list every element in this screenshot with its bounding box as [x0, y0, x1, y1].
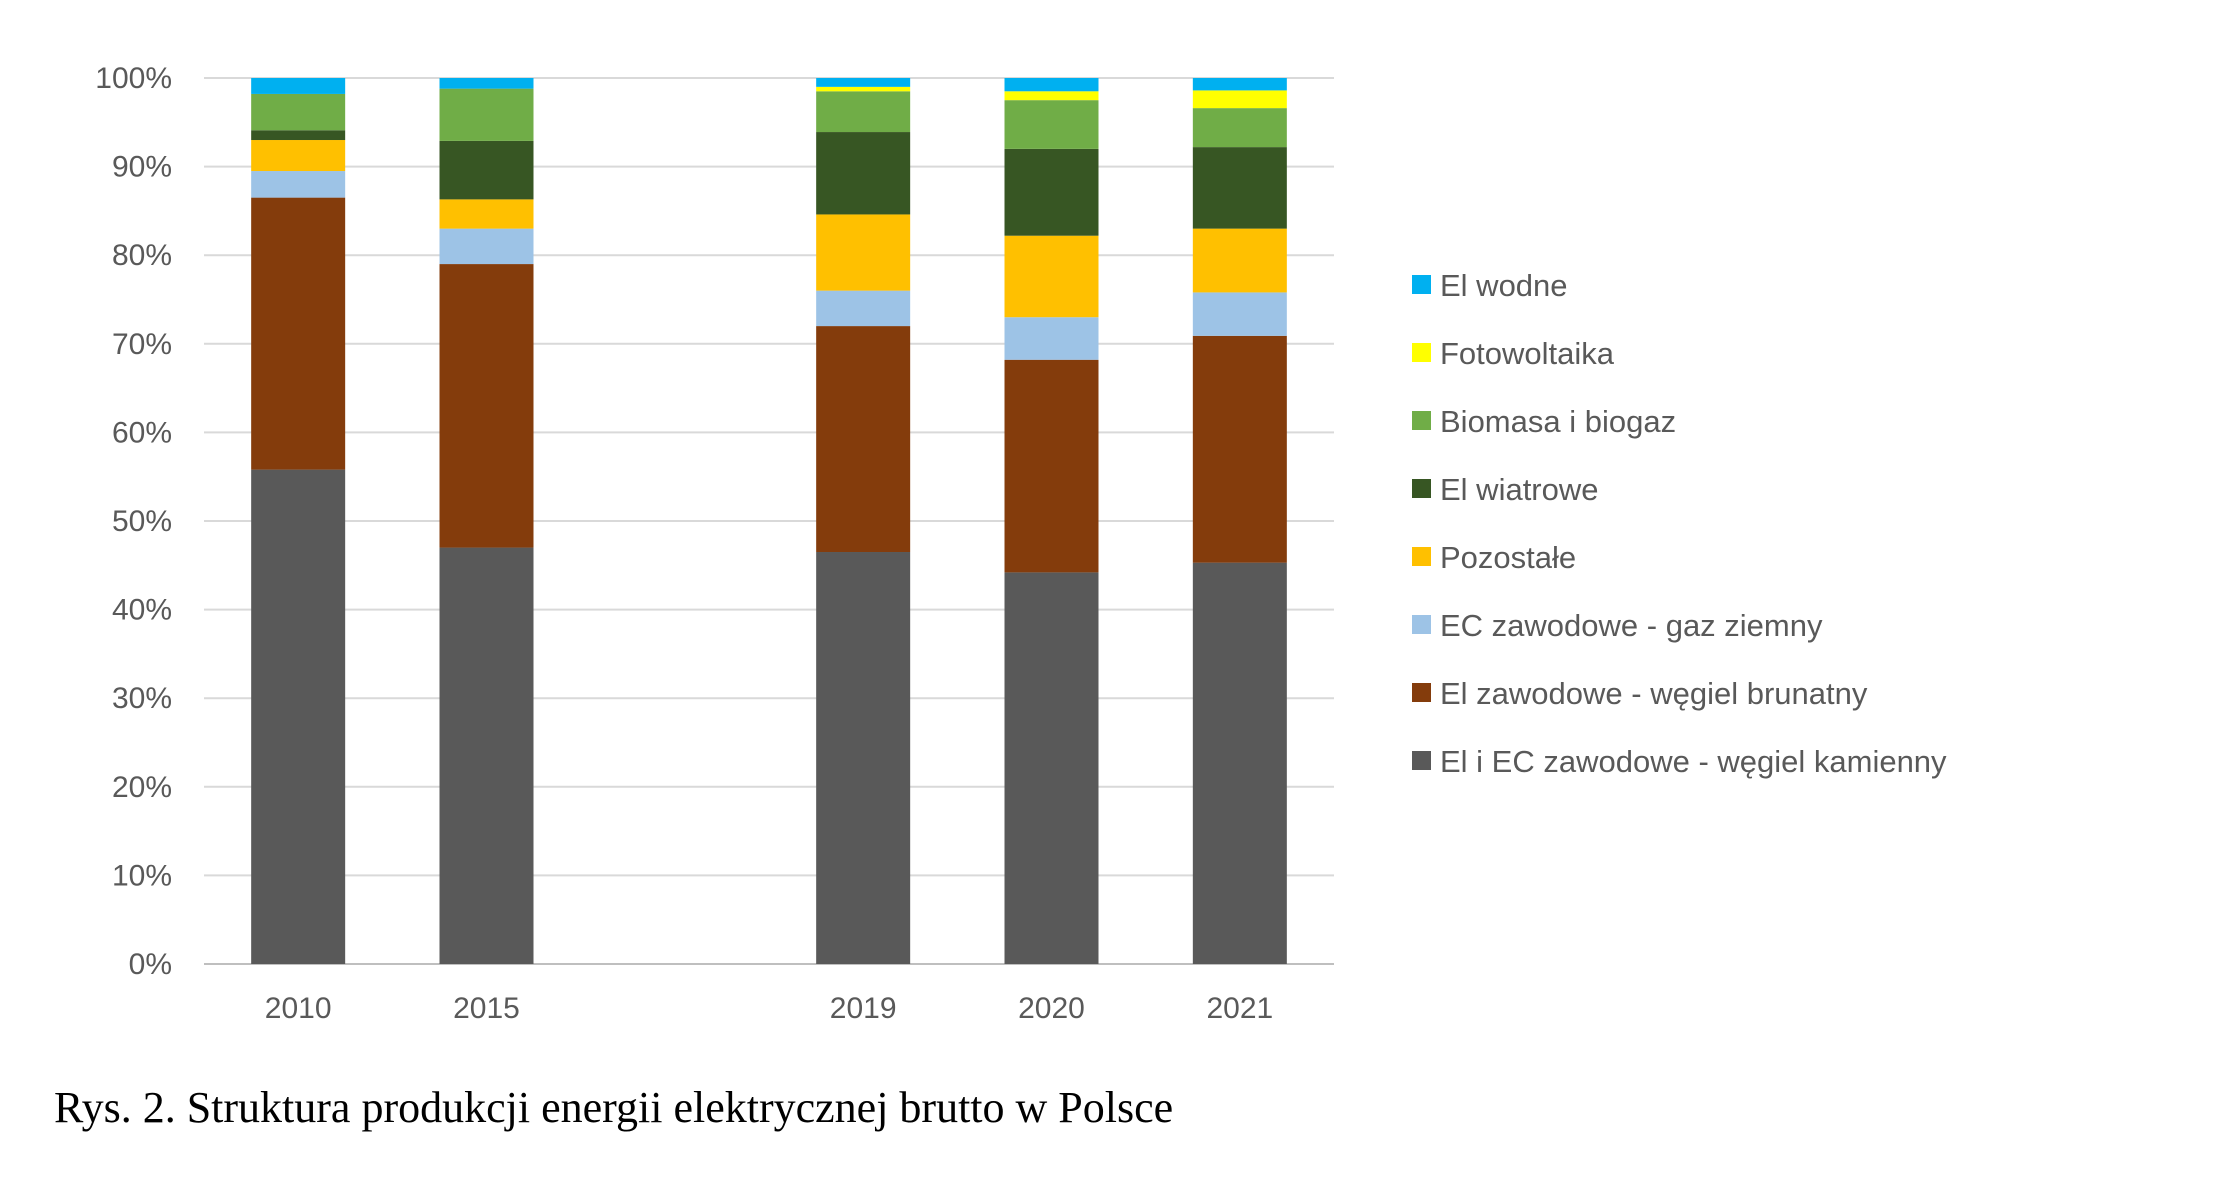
- legend-label: Pozostałe: [1440, 540, 1576, 575]
- y-tick-label: 0%: [129, 948, 172, 981]
- legend-swatch: [1412, 479, 1431, 498]
- y-tick-label: 20%: [112, 771, 172, 804]
- bar-segment: [1004, 100, 1099, 149]
- bar-segment: [251, 78, 346, 94]
- bar-segment: [816, 86, 911, 92]
- bar-segment: [439, 228, 534, 265]
- legend-item: EC zawodowe - gaz ziemny: [1412, 608, 1823, 643]
- legend-label: El wodne: [1440, 268, 1568, 303]
- bar-segment: [439, 78, 534, 89]
- gridlines: [204, 77, 1334, 965]
- bar-segment: [1192, 562, 1287, 964]
- bar-segment: [1004, 235, 1099, 318]
- x-tick-label: 2020: [1018, 992, 1085, 1025]
- x-tick-label: 2021: [1206, 992, 1273, 1025]
- bar-segment: [251, 130, 346, 141]
- bar-segment: [1192, 78, 1287, 91]
- legend-item: Fotowoltaika: [1412, 336, 1615, 371]
- legend-swatch: [1412, 615, 1431, 634]
- bar-segment: [1192, 228, 1287, 293]
- legend-swatch: [1412, 343, 1431, 362]
- y-tick-label: 30%: [112, 682, 172, 715]
- bar-segment: [1004, 148, 1099, 236]
- legend-label: El zawodowe - węgiel brunatny: [1440, 676, 1868, 711]
- legend-label: El wiatrowe: [1440, 472, 1599, 507]
- legend-label: Fotowoltaika: [1440, 336, 1615, 371]
- x-tick-label: 2019: [830, 992, 897, 1025]
- bar-segment: [816, 78, 911, 87]
- legend-swatch: [1412, 751, 1431, 770]
- bar-segment: [816, 290, 911, 327]
- bar-segment: [816, 214, 911, 291]
- y-tick-label: 60%: [112, 416, 172, 449]
- bar-segment: [1004, 572, 1099, 964]
- legend-item: El wodne: [1412, 268, 1568, 303]
- legend-item: Pozostałe: [1412, 540, 1576, 575]
- bar-segment: [816, 552, 911, 964]
- legend-item: El zawodowe - węgiel brunatny: [1412, 676, 1868, 711]
- y-tick-label: 50%: [112, 505, 172, 538]
- legend-swatch: [1412, 411, 1431, 430]
- bar-segment: [439, 547, 534, 964]
- bar-segment: [439, 199, 534, 229]
- figure-caption: Rys. 2. Struktura produkcji energii elek…: [54, 1083, 1174, 1132]
- bar-segment: [439, 140, 534, 200]
- y-tick-label: 100%: [95, 62, 172, 95]
- legend-item: El i EC zawodowe - węgiel kamienny: [1412, 744, 1947, 779]
- x-tick-label: 2010: [265, 992, 332, 1025]
- bar-segment: [1004, 317, 1099, 360]
- bar-segment: [1192, 292, 1287, 336]
- y-tick-label: 70%: [112, 328, 172, 361]
- legend-swatch: [1412, 683, 1431, 702]
- x-tick-label: 2015: [453, 992, 520, 1025]
- legend-item: Biomasa i biogaz: [1412, 404, 1676, 439]
- bar-segment: [251, 469, 346, 964]
- bar-segment: [439, 88, 534, 141]
- bar-segment: [1192, 147, 1287, 229]
- bar-segment: [816, 326, 911, 553]
- bar-segment: [251, 197, 346, 470]
- bars: [251, 78, 1287, 964]
- bar-segment: [251, 171, 346, 198]
- bar-segment: [251, 93, 346, 131]
- y-tick-label: 10%: [112, 859, 172, 892]
- bar-segment: [1192, 90, 1287, 109]
- bar-segment: [1004, 78, 1099, 92]
- bar-segment: [1004, 91, 1099, 101]
- bar-segment: [1192, 108, 1287, 148]
- legend: El wodne Fotowoltaika Biomasa i biogaz El w…: [1412, 268, 1947, 779]
- x-axis-ticks: 2010 2015 2019 2020 2021: [265, 992, 1273, 1025]
- legend-swatch: [1412, 547, 1431, 566]
- legend-label: El i EC zawodowe - węgiel kamienny: [1440, 744, 1947, 779]
- bar-segment: [816, 132, 911, 215]
- bar-segment: [1192, 335, 1287, 563]
- legend-swatch: [1412, 275, 1431, 294]
- y-tick-label: 90%: [112, 151, 172, 184]
- bar-segment: [1004, 359, 1099, 573]
- bar-segment: [251, 140, 346, 172]
- y-axis-ticks: 0% 10% 20% 30% 40% 50% 60% 70% 80% 90% 100%: [95, 62, 172, 981]
- bar-segment: [816, 91, 911, 133]
- bar-segment: [439, 264, 534, 548]
- legend-item: El wiatrowe: [1412, 472, 1599, 507]
- legend-label: Biomasa i biogaz: [1440, 404, 1676, 439]
- y-tick-label: 40%: [112, 594, 172, 627]
- legend-label: EC zawodowe - gaz ziemny: [1440, 608, 1823, 643]
- y-tick-label: 80%: [112, 239, 172, 272]
